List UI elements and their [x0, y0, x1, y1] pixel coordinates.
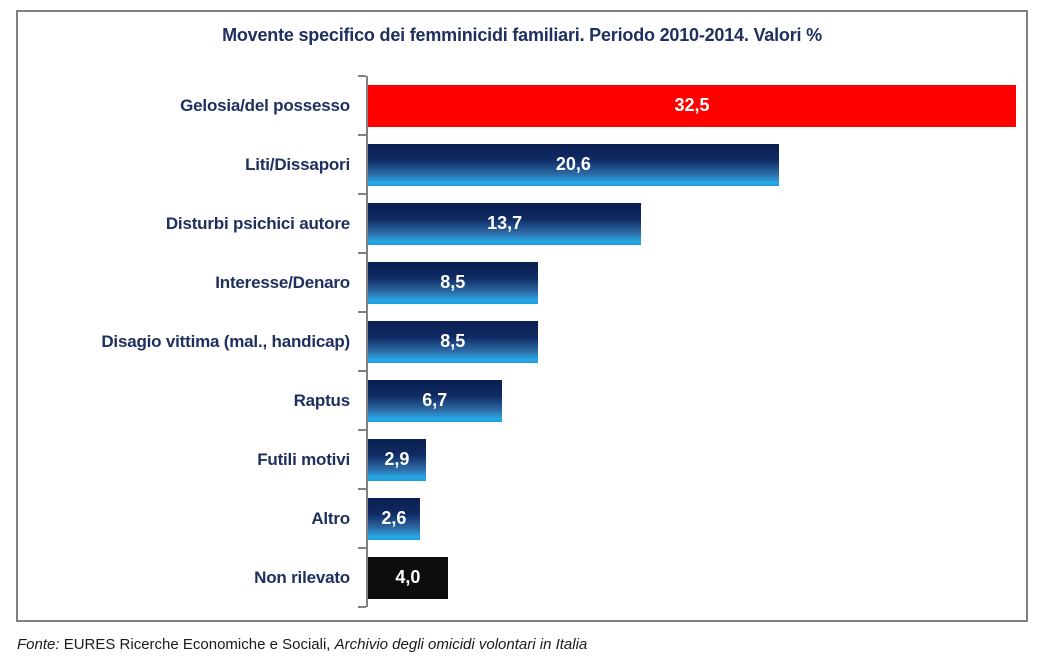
- bar: 6,7: [368, 379, 502, 422]
- bar-track: 8,5: [358, 252, 1026, 312]
- category-label: Altro: [311, 508, 350, 528]
- category-label: Interesse/Denaro: [215, 272, 350, 292]
- bar: 20,6: [368, 143, 779, 186]
- chart-row: Altro 2,6: [18, 488, 1026, 548]
- bar-track: 8,5: [358, 311, 1026, 371]
- bar-track: 20,6: [358, 134, 1026, 194]
- category-label: Disturbi psichici autore: [165, 213, 350, 233]
- bar: 13,7: [368, 202, 642, 245]
- axis-tick: [358, 488, 366, 490]
- bar-value-label: 2,6: [381, 508, 407, 528]
- category-label: Liti/Dissapori: [245, 154, 350, 174]
- chart-row: Disturbi psichici autore 13,7: [18, 193, 1026, 253]
- axis-tick: [358, 606, 366, 608]
- category-label: Disagio vittima (mal., handicap): [101, 331, 350, 351]
- axis-tick: [358, 134, 366, 136]
- chart-row: Futili motivi 2,9: [18, 429, 1026, 489]
- axis-tick: [358, 547, 366, 549]
- bar-value-label: 8,5: [440, 272, 466, 292]
- axis-tick: [358, 75, 366, 77]
- chart-row: Non rilevato 4,0: [18, 547, 1026, 608]
- bar-track: 2,9: [358, 429, 1026, 489]
- category-label: Gelosia/del possesso: [180, 95, 350, 115]
- source-line: Fonte: EURES Ricerche Economiche e Socia…: [17, 636, 587, 653]
- bar: 2,6: [368, 497, 420, 540]
- bar-track: 2,6: [358, 488, 1026, 548]
- bar: 8,5: [368, 320, 538, 363]
- source-archive-title: Archivio degli omicidi volontari in Ital…: [334, 636, 588, 653]
- category-label: Raptus: [293, 390, 351, 410]
- chart-row: Liti/Dissapori 20,6: [18, 134, 1026, 194]
- chart-container: Movente specifico dei femminicidi famili…: [16, 10, 1028, 622]
- bar-value-label: 6,7: [422, 390, 448, 410]
- bar-value-label: 8,5: [440, 331, 466, 351]
- bar-value-label: 20,6: [555, 154, 591, 174]
- source-text: EURES Ricerche Economiche e Sociali,: [59, 636, 335, 653]
- chart-row: Gelosia/del possesso 32,5: [18, 75, 1026, 135]
- bar: 8,5: [368, 261, 538, 304]
- category-label: Futili motivi: [257, 449, 350, 469]
- bar-value-label: 2,9: [384, 449, 410, 469]
- category-label: Non rilevato: [254, 567, 350, 587]
- bar-track: 13,7: [358, 193, 1026, 253]
- chart-row: Disagio vittima (mal., handicap) 8,5: [18, 311, 1026, 371]
- bar-value-label: 13,7: [487, 213, 523, 233]
- plot-area: Gelosia/del possesso 32,5 Liti/Dissapori…: [18, 75, 1026, 608]
- axis-tick: [358, 311, 366, 313]
- source-fonte-label: Fonte:: [17, 636, 60, 653]
- bar-track: 6,7: [358, 370, 1026, 430]
- bar: 4,0: [368, 556, 448, 599]
- axis-tick: [358, 252, 366, 254]
- chart-row: Raptus 6,7: [18, 370, 1026, 430]
- bar: 2,9: [368, 438, 426, 481]
- axis-tick: [358, 193, 366, 195]
- bar-value-label: 32,5: [674, 95, 710, 115]
- bar-value-label: 4,0: [395, 567, 421, 587]
- bar-track: 32,5: [358, 75, 1026, 135]
- chart-row: Interesse/Denaro 8,5: [18, 252, 1026, 312]
- chart-title: Movente specifico dei femminicidi famili…: [222, 25, 822, 45]
- bar: 32,5: [368, 84, 1016, 127]
- bar-track: 4,0: [358, 547, 1026, 608]
- axis-tick: [358, 370, 366, 372]
- axis-tick: [358, 429, 366, 431]
